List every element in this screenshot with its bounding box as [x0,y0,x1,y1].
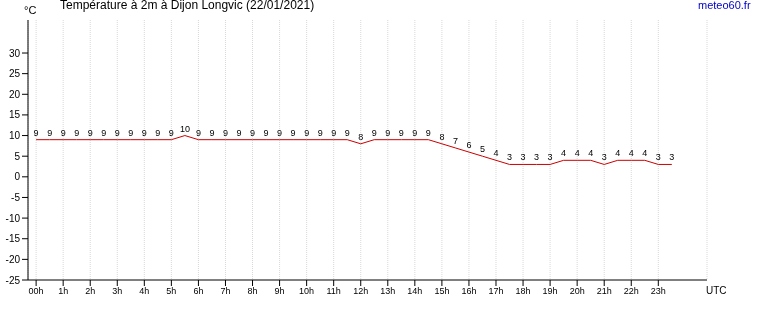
html-text:°C: °C [24,4,37,16]
svg-text:25: 25 [9,68,21,79]
svg-text:15: 15 [9,109,21,120]
svg-text:6: 6 [466,140,471,150]
svg-text:9: 9 [318,128,323,138]
svg-text:3h: 3h [112,286,122,296]
svg-text:21h: 21h [597,286,612,296]
svg-text:9: 9 [250,128,255,138]
svg-text:2h: 2h [85,286,95,296]
svg-text:8: 8 [439,132,444,142]
svg-text:4h: 4h [139,286,149,296]
svg-text:19h: 19h [543,286,558,296]
svg-text:3: 3 [656,152,661,162]
svg-text:4: 4 [493,148,498,158]
svg-text:-20: -20 [8,254,20,265]
svg-text:5: 5 [14,151,20,162]
svg-text:0: 0 [14,171,20,182]
svg-text:9: 9 [155,128,160,138]
svg-text:5h: 5h [166,286,176,296]
svg-text:4: 4 [629,148,634,158]
svg-text:30: 30 [9,48,21,59]
svg-text:9: 9 [236,128,241,138]
svg-text:20h: 20h [570,286,585,296]
svg-text:9: 9 [196,128,201,138]
svg-text:10: 10 [9,130,21,141]
svg-text:4: 4 [561,148,566,158]
svg-text:9: 9 [74,128,79,138]
svg-text:4: 4 [575,148,580,158]
svg-text:9: 9 [34,128,39,138]
svg-text:22h: 22h [624,286,639,296]
svg-text:6h: 6h [193,286,203,296]
svg-text:3: 3 [602,152,607,162]
svg-text:4: 4 [588,148,593,158]
svg-text:7h: 7h [220,286,230,296]
svg-text:10: 10 [180,124,190,134]
svg-text:9: 9 [88,128,93,138]
svg-text:3: 3 [534,152,539,162]
svg-text:18h: 18h [516,286,531,296]
svg-text:9: 9 [385,128,390,138]
svg-text:9: 9 [331,128,336,138]
svg-text:7: 7 [453,136,458,146]
svg-text:20: 20 [9,89,21,100]
svg-text:-10: -10 [8,213,20,224]
svg-text:9: 9 [304,128,309,138]
svg-text:9: 9 [223,128,228,138]
svg-text:8h: 8h [248,286,258,296]
svg-text:9: 9 [264,128,269,138]
svg-text:9: 9 [209,128,214,138]
svg-text:-15: -15 [8,233,20,244]
svg-text:1h: 1h [58,286,68,296]
svg-text:5: 5 [480,144,485,154]
svg-text:14h: 14h [407,286,422,296]
svg-text:-5: -5 [11,192,20,203]
svg-text:15h: 15h [434,286,449,296]
svg-text:9h: 9h [275,286,285,296]
svg-text:00h: 00h [29,286,44,296]
svg-text:13h: 13h [380,286,395,296]
svg-text:4: 4 [642,148,647,158]
svg-text:9: 9 [399,128,404,138]
svg-text:11h: 11h [327,286,341,296]
svg-text:9: 9 [291,128,296,138]
html-text:meteo60.fr: meteo60.fr [698,0,751,11]
svg-text:9: 9 [169,128,174,138]
svg-text:3: 3 [669,152,674,162]
svg-text:9: 9 [426,128,431,138]
svg-text:4: 4 [615,148,620,158]
svg-text:16h: 16h [461,286,476,296]
svg-text:23h: 23h [651,286,666,296]
svg-text:9: 9 [61,128,66,138]
svg-text:12h: 12h [353,286,368,296]
svg-text:3: 3 [507,152,512,162]
svg-text:9: 9 [412,128,417,138]
svg-text:9: 9 [345,128,350,138]
svg-text:9: 9 [277,128,282,138]
svg-text:3: 3 [548,152,553,162]
svg-text:9: 9 [47,128,52,138]
svg-text:9: 9 [115,128,120,138]
svg-text:9: 9 [101,128,106,138]
html-text:UTC: UTC [706,285,727,296]
svg-text:10h: 10h [299,286,314,296]
svg-text:3: 3 [521,152,526,162]
svg-text:-25: -25 [8,275,20,286]
svg-text:8: 8 [358,132,363,142]
svg-text:9: 9 [372,128,377,138]
svg-text:9: 9 [128,128,133,138]
svg-text:9: 9 [142,128,147,138]
svg-text:17h: 17h [488,286,503,296]
